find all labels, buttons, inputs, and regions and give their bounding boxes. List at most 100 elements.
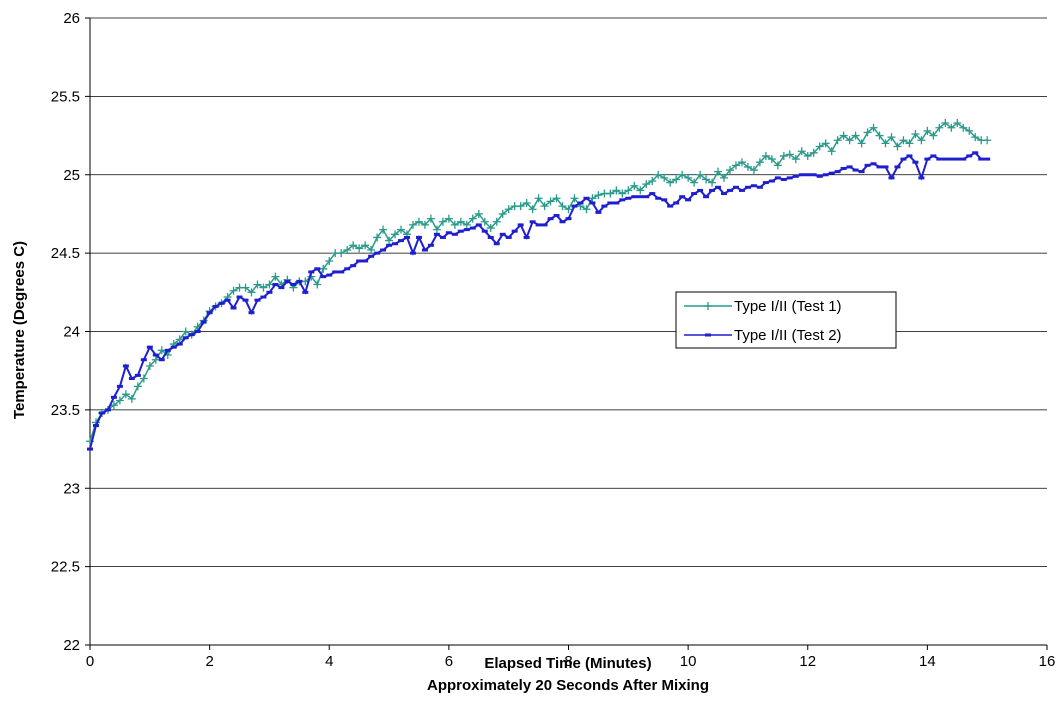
data-point xyxy=(887,133,896,142)
data-point xyxy=(146,345,153,349)
data-point xyxy=(456,217,465,226)
data-point xyxy=(869,123,878,132)
data-point xyxy=(774,176,781,180)
data-point xyxy=(326,273,333,277)
data-point xyxy=(438,217,447,226)
data-point xyxy=(960,157,967,161)
data-point xyxy=(655,196,662,200)
data-point xyxy=(720,173,729,182)
data-point xyxy=(929,131,938,140)
data-point xyxy=(350,264,357,268)
data-point xyxy=(122,364,129,368)
data-point xyxy=(666,178,675,187)
data-point xyxy=(409,251,416,255)
data-point xyxy=(642,180,651,189)
data-point xyxy=(128,377,135,381)
data-point xyxy=(755,158,764,167)
data-point xyxy=(127,394,136,403)
data-point xyxy=(613,201,620,205)
data-point xyxy=(313,280,322,289)
data-point xyxy=(319,264,328,273)
series-2 xyxy=(87,151,991,451)
y-tick-label: 25.5 xyxy=(51,88,80,105)
data-point xyxy=(457,229,464,233)
y-tick-labels: 22 22.5 23 23.5 24 24.5 25 25.5 26 xyxy=(51,10,90,654)
data-point xyxy=(380,248,387,252)
data-point xyxy=(595,210,602,214)
data-point xyxy=(134,373,141,377)
data-point xyxy=(900,157,907,161)
data-point xyxy=(942,157,949,161)
data-point xyxy=(272,282,279,286)
data-point xyxy=(553,214,560,218)
data-point xyxy=(881,139,890,148)
data-point xyxy=(415,235,422,239)
data-point xyxy=(302,290,309,294)
data-point xyxy=(918,176,925,180)
data-point xyxy=(374,251,381,255)
data-point xyxy=(344,267,351,271)
y-tick-label: 22 xyxy=(63,637,80,654)
data-point xyxy=(271,272,280,281)
data-point xyxy=(809,148,818,157)
series-layer xyxy=(86,119,992,451)
data-point xyxy=(570,194,579,203)
data-point xyxy=(355,244,364,253)
data-point xyxy=(397,225,406,234)
data-point xyxy=(529,220,536,224)
data-point xyxy=(845,136,854,145)
data-point xyxy=(654,170,663,179)
data-point xyxy=(780,177,787,181)
data-point xyxy=(158,358,165,362)
data-point xyxy=(499,232,506,236)
data-point xyxy=(721,192,728,196)
data-point xyxy=(643,195,650,199)
data-point xyxy=(432,225,441,234)
y-axis-title: Temperature (Degrees C) xyxy=(11,241,28,419)
data-point xyxy=(546,197,555,206)
data-point xyxy=(414,217,423,226)
data-point xyxy=(912,160,919,164)
data-point xyxy=(218,301,225,305)
data-point xyxy=(827,147,836,156)
data-point xyxy=(468,214,477,223)
data-point xyxy=(367,245,376,254)
data-point xyxy=(767,155,776,164)
data-point xyxy=(314,267,321,271)
data-point xyxy=(474,209,483,218)
data-point xyxy=(661,198,668,202)
data-point xyxy=(761,151,770,160)
data-point xyxy=(882,165,889,169)
data-point xyxy=(181,327,190,336)
data-point xyxy=(588,194,597,203)
data-point xyxy=(139,374,148,383)
data-point xyxy=(565,217,572,221)
data-point xyxy=(194,330,201,333)
data-point xyxy=(408,220,417,229)
data-point xyxy=(768,179,775,183)
data-point xyxy=(924,157,931,161)
data-point xyxy=(737,158,746,167)
data-point xyxy=(738,188,745,192)
data-point xyxy=(175,335,184,344)
data-point xyxy=(290,282,297,286)
data-point xyxy=(133,382,142,391)
data-point xyxy=(953,119,962,128)
data-point xyxy=(810,173,817,177)
data-point xyxy=(684,173,693,182)
data-point xyxy=(266,290,273,294)
data-point xyxy=(450,220,459,229)
data-point xyxy=(714,167,723,176)
data-point xyxy=(152,353,159,357)
data-point xyxy=(547,217,554,221)
data-point xyxy=(744,185,751,189)
data-point xyxy=(947,123,956,132)
data-point xyxy=(140,358,147,362)
data-point xyxy=(709,188,716,192)
data-point xyxy=(732,185,739,189)
data-point xyxy=(362,259,369,263)
data-point xyxy=(404,235,411,239)
data-point xyxy=(115,396,124,405)
data-point xyxy=(685,198,692,202)
data-point xyxy=(462,220,471,229)
